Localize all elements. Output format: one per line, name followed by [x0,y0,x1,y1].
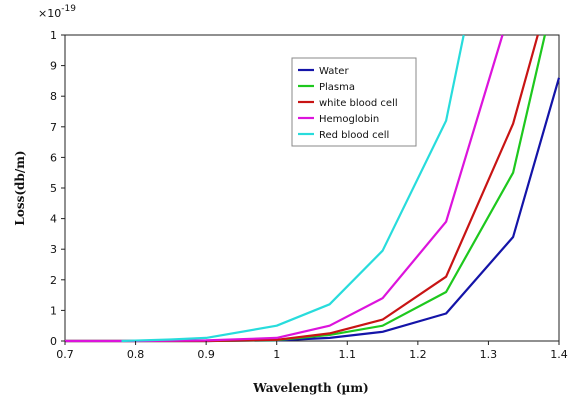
y-tick-label: 5 [50,182,57,195]
x-tick-label: 1 [273,348,280,361]
y-tick-label: 4 [50,213,57,226]
y-tick-label: 1 [50,304,57,317]
legend-label: Red blood cell [319,130,389,141]
x-tick-label: 0.8 [127,348,145,361]
y-tick-label: 3 [50,243,57,256]
x-tick-label: 1.4 [550,348,568,361]
legend-label: Hemoglobin [319,114,379,125]
legend-label: Plasma [319,82,355,93]
x-tick-label: 1.2 [409,348,427,361]
series-layer [65,34,561,343]
y-multiplier-exponent: -19 [61,4,76,14]
x-axis-title: Wavelength (µm) [252,381,368,395]
x-tick-label: 0.7 [56,348,74,361]
y-tick-label: 2 [50,274,57,287]
axes-layer: 0.7 0.8 0.9 1 1.1 1.2 1.3 1.4 0 1 2 3 4 5 6 7 8 9 1 [50,29,568,361]
x-tick-label: 0.9 [197,348,215,361]
y-tick-label: 0 [50,335,57,348]
legend: Water Plasma white blood cell Hemoglobin Red… [291,57,417,147]
y-tick-label: 1 [50,29,57,42]
y-multiplier-base: ×10 [38,7,61,20]
y-tick-label: 9 [50,60,57,73]
y-tick-label: 7 [50,121,57,134]
y-tick-label: 8 [50,90,57,103]
legend-label: white blood cell [319,98,398,109]
series-line-red-blood-cell [121,34,465,343]
legend-label: Water [319,66,349,77]
y-axis-multiplier: ×10-19 [38,4,76,20]
x-tick-label: 1.3 [480,348,498,361]
y-tick-label: 6 [50,151,57,164]
y-axis-title: Loss(db/m) [13,150,27,225]
x-tick-label: 1.1 [339,348,357,361]
